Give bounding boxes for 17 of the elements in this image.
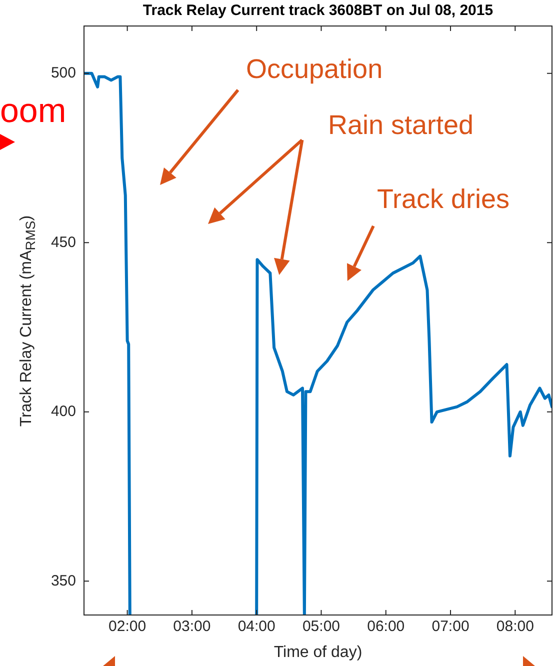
x-tick-label: 03:00: [173, 618, 211, 636]
x-tick-label: 07:00: [432, 618, 470, 636]
x-tick-label: 06:00: [367, 618, 405, 636]
x-tick-label: 05:00: [302, 618, 340, 636]
y-tick-label: 500: [50, 64, 76, 82]
x-tick-label: 08:00: [496, 618, 534, 636]
x-axis-title: Time of day): [272, 644, 364, 662]
annotation: Occupation: [246, 54, 383, 85]
x-tick-label: 02:00: [108, 618, 146, 636]
x-tick-label: 04:00: [238, 618, 276, 636]
y-tick-label: 350: [50, 572, 76, 590]
text: oom: [0, 92, 66, 131]
y-tick-label: 450: [50, 234, 76, 251]
chart-title: Track Relay Current track 3608BT on Jul 08, 2015: [142, 2, 494, 19]
y-tick-label: 400: [50, 403, 76, 420]
annotation: Track dries: [377, 184, 510, 215]
annotation: Rain started: [328, 110, 474, 141]
